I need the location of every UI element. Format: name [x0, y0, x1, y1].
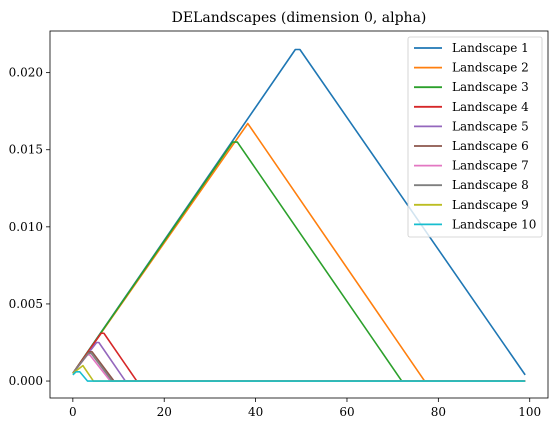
plot-frame: [49, 30, 549, 399]
legend-label: Landscape 2: [452, 61, 529, 75]
legend-label: Landscape 1: [452, 41, 529, 55]
series-line-landscape-8: [72, 352, 526, 382]
legend-label: Landscape 9: [452, 198, 529, 212]
x-tick-label: 40: [248, 405, 263, 419]
series-line-landscape-10: [72, 370, 526, 382]
legend-label: Landscape 6: [452, 139, 529, 153]
x-tick-label: 0: [69, 405, 77, 419]
legend-label: Landscape 4: [452, 100, 529, 114]
x-tick-label: 80: [431, 405, 446, 419]
chart-title: DELandscapes (dimension 0, alpha): [172, 10, 427, 26]
y-tick-label: 0.000: [9, 374, 43, 388]
y-axis: 0.000 0.005 0.010 0.015 0.020: [9, 66, 50, 388]
legend-label: Landscape 7: [452, 159, 529, 173]
series-line-landscape-9: [72, 364, 526, 382]
series-line-landscape-5: [72, 341, 526, 382]
legend-label: Landscape 8: [452, 178, 529, 192]
x-tick-label: 100: [518, 405, 541, 419]
x-axis: 0 20 40 60 80 100: [69, 398, 541, 419]
y-tick-label: 0.005: [9, 297, 43, 311]
y-tick-label: 0.020: [9, 66, 43, 80]
series-line-landscape-6: [72, 350, 526, 382]
legend: Landscape 1 Landscape 2 Landscape 3 Landsca…: [407, 36, 543, 238]
series-line-landscape-4: [72, 332, 526, 382]
series-line-landscape-7: [72, 354, 526, 382]
x-tick-label: 60: [339, 405, 354, 419]
y-tick-label: 0.015: [9, 143, 43, 157]
x-tick-label: 20: [157, 405, 172, 419]
plot-lines: [72, 48, 526, 382]
legend-label: Landscape 3: [452, 80, 529, 94]
legend-label: Landscape 5: [452, 119, 529, 133]
legend-label: Landscape 10: [452, 217, 536, 231]
y-tick-label: 0.010: [9, 220, 43, 234]
